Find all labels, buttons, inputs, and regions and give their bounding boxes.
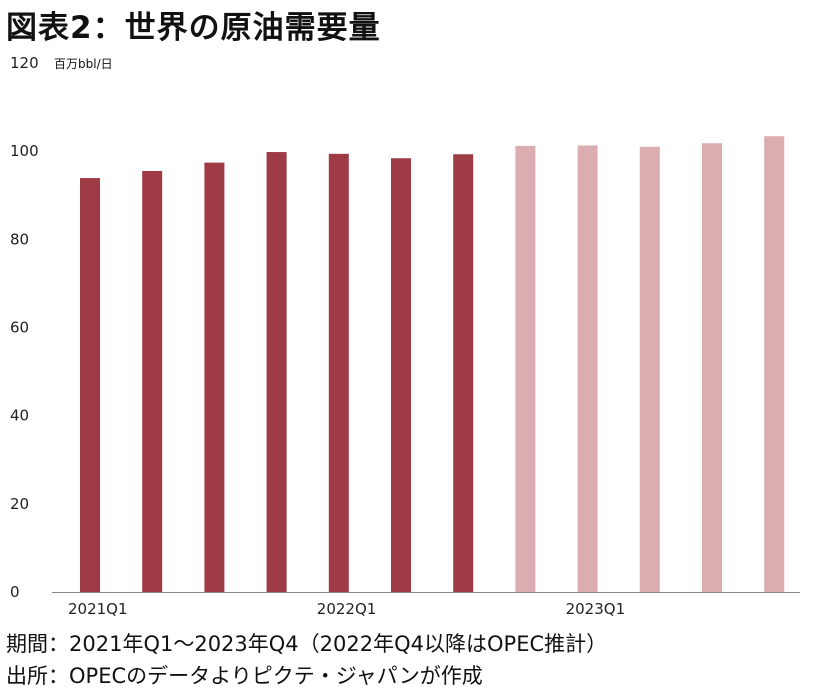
x-tick-label: 2022Q1 xyxy=(317,600,377,618)
y-tick-label: 20 xyxy=(10,495,29,513)
bar-2023Q2 xyxy=(639,146,660,592)
y-tick-label: 0 xyxy=(10,583,20,601)
bar-2023Q1 xyxy=(577,145,598,592)
bar-2022Q2 xyxy=(391,158,411,592)
x-tick-label: 2023Q1 xyxy=(566,600,626,618)
bar-2022Q3 xyxy=(453,154,474,592)
bar-2022Q1 xyxy=(328,153,349,593)
bar-2021Q4 xyxy=(266,152,287,592)
bar-2021Q1 xyxy=(80,178,100,592)
source-note: 出所：OPECのデータよりピクテ・ジャパンが作成 xyxy=(6,664,483,688)
y-axis-unit-label: 百万bbl/日 xyxy=(54,57,113,71)
chart-title: 図表2：世界の原油需要量 xyxy=(6,10,381,46)
y-tick-label: 80 xyxy=(10,230,29,248)
x-tick-label: 2021Q1 xyxy=(68,600,128,618)
bar-2023Q4 xyxy=(764,136,785,592)
y-tick-label: 100 xyxy=(10,142,39,160)
bar-chart: 0 20 40 60 80 100 120 2021Q1 2022Q1 2023Q1 xyxy=(10,54,800,618)
bar-2021Q3 xyxy=(204,162,225,592)
bar-2022Q4 xyxy=(515,145,536,593)
y-tick-label: 120 xyxy=(10,54,39,72)
bar-2023Q3 xyxy=(702,143,722,592)
y-tick-label: 40 xyxy=(10,407,29,425)
period-note: 期間：2021年Q1～2023年Q4（2022年Q4以降はOPEC推計） xyxy=(6,632,608,656)
bar-2021Q2 xyxy=(142,171,163,593)
y-tick-label: 60 xyxy=(10,319,29,337)
